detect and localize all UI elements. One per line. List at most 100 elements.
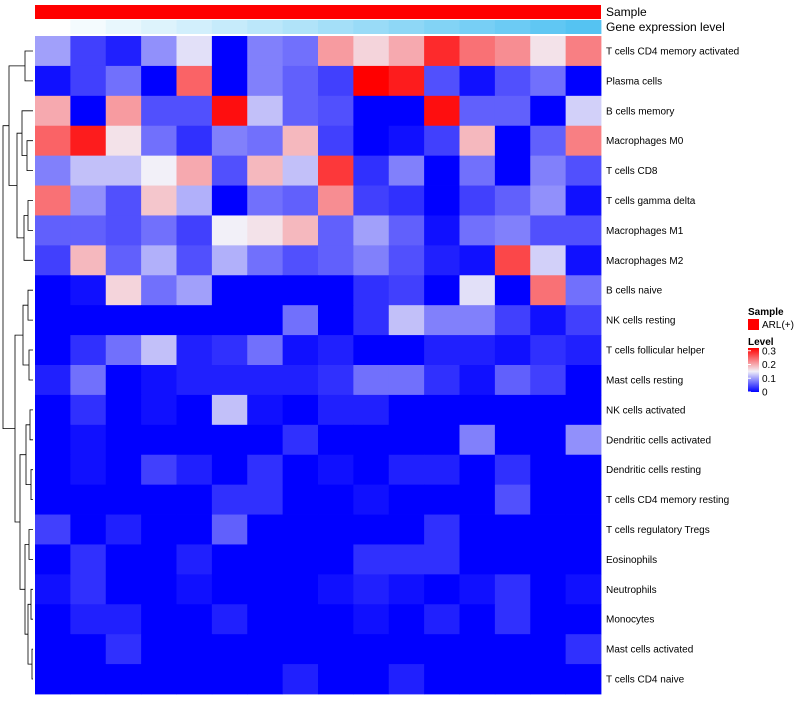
heatmap-cell (459, 424, 496, 456)
heatmap-cell (282, 604, 319, 635)
heatmap-cell (105, 275, 142, 306)
heatmap-cell (494, 155, 531, 186)
heatmap-cell (565, 305, 602, 336)
heatmap-cell (105, 604, 142, 635)
heatmap-cell (388, 95, 425, 127)
heatmap-cell (105, 36, 142, 67)
heatmap-cell (176, 544, 213, 575)
heatmap-cell (70, 65, 107, 97)
heatmap-cell (247, 155, 284, 186)
heatmap-cell (211, 365, 248, 396)
heatmap-cell (35, 424, 71, 456)
dendrogram-branch (2, 125, 15, 429)
heatmap-cell (141, 65, 177, 97)
heatmap-cell (494, 365, 531, 396)
heatmap-cell (141, 514, 177, 545)
dendrogram-branch (28, 529, 33, 560)
legend-title-level: Level (748, 337, 774, 348)
annotation-label-sample: Sample (606, 5, 647, 19)
heatmap-cell (459, 365, 496, 396)
heatmap-cell (424, 484, 460, 515)
heatmap-cell (35, 604, 71, 635)
legend-tick-label: 0.3 (762, 346, 776, 357)
heatmap-cell (105, 424, 142, 456)
heatmap-cell (247, 574, 284, 605)
heatmap-cell (282, 215, 319, 246)
heatmap-cell (282, 454, 319, 486)
heatmap-cell (318, 454, 354, 486)
heatmap-cell (141, 275, 177, 306)
heatmap-cell (388, 574, 425, 605)
expression-annotation-cell (494, 20, 531, 34)
heatmap-cell (141, 574, 177, 605)
heatmap-cell (388, 634, 425, 665)
heatmap-cell (141, 394, 177, 426)
heatmap-cell (282, 275, 319, 306)
heatmap-cell (35, 275, 71, 306)
heatmap-cell (70, 215, 107, 246)
row-label: Mast cells resting (606, 376, 683, 387)
heatmap-cell (70, 185, 107, 216)
heatmap-cell (459, 454, 496, 486)
heatmap-cell (35, 95, 71, 127)
heatmap-cell (530, 604, 567, 635)
expression-annotation-cell (282, 20, 319, 34)
heatmap-cell (211, 155, 248, 186)
heatmap-cell (459, 634, 496, 665)
heatmap-cell (530, 634, 567, 665)
heatmap-cell (318, 125, 354, 157)
heatmap-cell (353, 365, 390, 396)
heatmap-cell (105, 634, 142, 665)
heatmap-cell (459, 185, 496, 216)
heatmap-cell (176, 664, 213, 695)
heatmap-cell (141, 424, 177, 456)
heatmap-cell (565, 245, 602, 276)
heatmap-cell (211, 125, 248, 157)
heatmap-cell (353, 335, 390, 366)
heatmap-cell (388, 275, 425, 306)
heatmap-cell (247, 125, 284, 157)
heatmap-cell (247, 484, 284, 515)
heatmap-cell (176, 95, 213, 127)
expression-annotation-cell (247, 20, 284, 34)
heatmap-cell (388, 394, 425, 426)
heatmap-cell (247, 634, 284, 665)
heatmap-cell (565, 454, 602, 486)
dendrogram-branch (30, 469, 33, 500)
heatmap-cell (424, 95, 460, 127)
heatmap-cell (565, 65, 602, 97)
heatmap-cell (70, 634, 107, 665)
heatmap-cell (105, 245, 142, 276)
heatmap-cell (318, 95, 354, 127)
row-label: B cells memory (606, 106, 674, 117)
heatmap-cell (388, 514, 425, 545)
heatmap-cell (459, 604, 496, 635)
heatmap-cell (494, 245, 531, 276)
heatmap-cell (176, 245, 213, 276)
legend-color-bar (748, 348, 759, 392)
heatmap-cell (176, 36, 213, 67)
heatmap-cell (459, 514, 496, 545)
heatmap-cell (141, 185, 177, 216)
heatmap-cell (282, 574, 319, 605)
dendrogram-branch (28, 349, 33, 381)
heatmap-cell (530, 215, 567, 246)
heatmap-cell (70, 394, 107, 426)
heatmap-cell (318, 36, 354, 67)
heatmap-cell (424, 574, 460, 605)
heatmap-cell (530, 544, 567, 575)
heatmap-cell (353, 245, 390, 276)
heatmap-cell (247, 604, 284, 635)
heatmap-cell (565, 125, 602, 157)
heatmap-cell (247, 544, 284, 575)
heatmap-cell (494, 125, 531, 157)
heatmap-cell (424, 275, 460, 306)
heatmap-cell (141, 36, 177, 67)
heatmap-cell (459, 245, 496, 276)
heatmap-cell (70, 365, 107, 396)
heatmap-cell (530, 365, 567, 396)
heatmap-cell (459, 335, 496, 366)
heatmap-cell (388, 36, 425, 67)
heatmap-cell (424, 514, 460, 545)
